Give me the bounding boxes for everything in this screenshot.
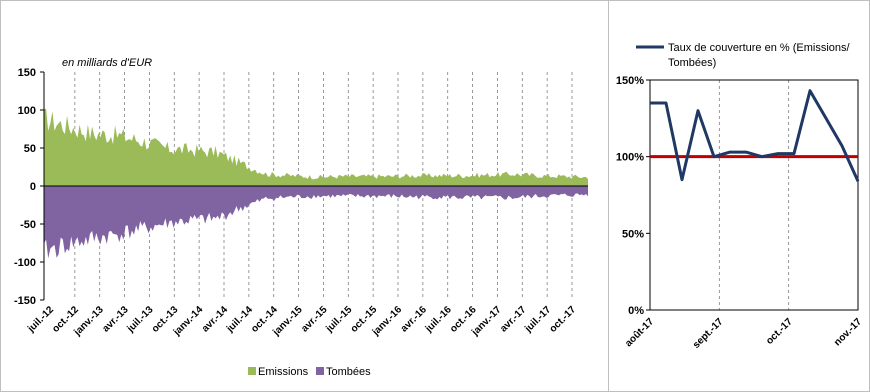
legend-label: Emissions [258, 366, 309, 378]
vertical-gridlines [718, 80, 790, 310]
legend: Taux de couverture en % (Emissions/Tombé… [636, 42, 851, 69]
y-tick-label: -50 [20, 219, 36, 231]
y-tick-label: 100 [18, 105, 36, 117]
y-tick-label: 150% [616, 75, 644, 87]
unit-note: en milliards d'EUR [62, 57, 152, 69]
series-line-coverage [650, 89, 860, 182]
y-tick-label: 50 [24, 143, 36, 155]
legend-swatch [316, 367, 324, 375]
right-panel-border [608, 0, 870, 392]
y-tick-label: 50% [622, 228, 644, 240]
series-area-tombees [44, 186, 588, 259]
series-area-emissions [44, 108, 588, 186]
legend-label: Taux de couverture en % (Emissions/ [668, 42, 851, 54]
y-tick-label: 0% [628, 305, 644, 317]
y-tick-labels: 0% 50% 100% 150% [616, 75, 650, 317]
y-tick-label: 150 [18, 67, 36, 79]
y-tick-label: -100 [14, 257, 36, 269]
plot-area-border [649, 79, 859, 311]
y-tick-labels: -150 -100 -50 0 50 100 150 [14, 67, 44, 307]
y-tick-label: 0 [30, 181, 36, 193]
y-tick-label: 100% [616, 152, 644, 164]
legend-label: Tombées [326, 366, 371, 378]
y-tick-label: -150 [14, 295, 36, 307]
legend-swatch [248, 367, 256, 375]
legend-label-line2: Tombées) [668, 57, 716, 69]
legend: Emissions Tombées [248, 366, 371, 378]
